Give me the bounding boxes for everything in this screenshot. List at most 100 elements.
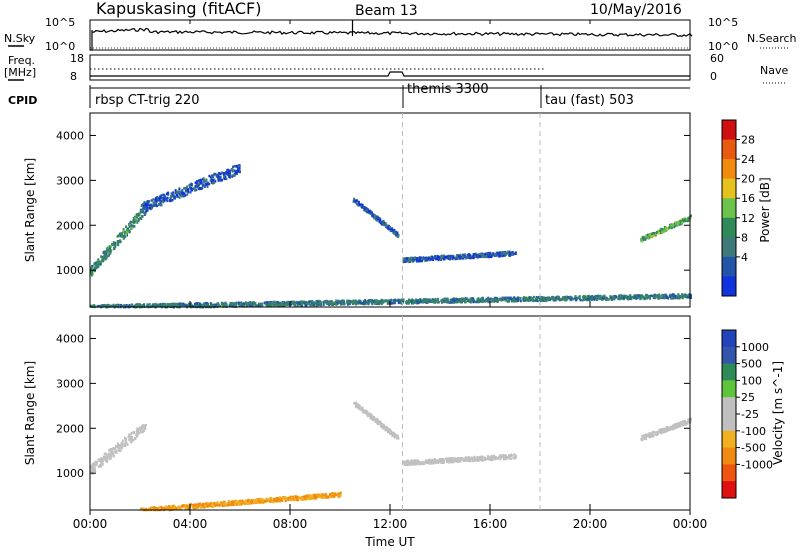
echo-cell — [238, 304, 241, 307]
echo-cell — [492, 455, 495, 458]
echo-cell — [209, 179, 212, 182]
echo-cell — [224, 304, 227, 307]
echo-cell — [225, 503, 227, 507]
echo-cell — [275, 303, 278, 307]
y-tick-label: 3000 — [56, 174, 84, 187]
echo-cell — [278, 303, 281, 306]
echo-cell — [332, 494, 335, 497]
power-panel: 1000 2000 3000 4000 Slant Range [km] 28 24 20… — [23, 112, 772, 309]
echo-cell — [157, 508, 160, 511]
echo-cell — [355, 404, 358, 407]
echo-cell — [240, 302, 243, 305]
echo-cell — [242, 302, 245, 305]
power-ylabel: Slant Range [km] — [23, 158, 37, 262]
echo-cell — [164, 196, 167, 199]
echo-cell — [144, 207, 147, 210]
x-tick-label: 00:00 — [673, 517, 708, 531]
echo-cell — [148, 507, 150, 511]
echo-cell — [650, 434, 653, 437]
noise-sky-trace — [90, 27, 693, 51]
echo-cell — [458, 297, 461, 301]
echo-cell — [534, 299, 537, 302]
echo-cell — [220, 501, 222, 504]
echo-cell — [631, 295, 634, 299]
echo-cell — [648, 234, 651, 237]
echo-cell — [443, 300, 446, 304]
echo-cell — [94, 460, 97, 463]
echo-cell — [436, 459, 439, 463]
echo-cell — [461, 457, 464, 461]
echo-cell — [425, 298, 428, 302]
echo-cell — [406, 459, 408, 463]
echo-cell — [114, 245, 117, 249]
echo-cell — [438, 458, 441, 461]
echo-cell — [503, 297, 506, 300]
echo-cell — [174, 189, 177, 192]
echo-cell — [229, 171, 231, 175]
echo-cell — [589, 297, 592, 301]
echo-cell — [388, 428, 391, 431]
echo-cell — [189, 191, 192, 194]
echo-cell — [339, 301, 342, 304]
echo-cell — [367, 208, 370, 211]
colorbar-tick-label: 4 — [741, 251, 748, 264]
echo-cell — [163, 199, 166, 203]
echo-cell — [436, 255, 439, 258]
echo-cell — [368, 413, 371, 416]
echo-cell — [627, 295, 629, 299]
echo-cell — [203, 178, 205, 182]
echo-cell — [207, 303, 210, 306]
echo-cell — [652, 234, 655, 238]
echo-cell — [657, 230, 660, 234]
echo-cell — [201, 183, 204, 186]
echo-cell — [420, 259, 423, 262]
echo-cell — [663, 293, 666, 297]
echo-cell — [238, 501, 241, 505]
echo-cell — [609, 296, 612, 300]
echo-cell — [199, 502, 201, 505]
echo-cell — [675, 222, 678, 225]
echo-cell — [682, 219, 685, 223]
echo-cell — [126, 233, 128, 237]
echo-cell — [488, 253, 491, 257]
echo-cell — [243, 304, 245, 307]
echo-cell — [366, 302, 369, 305]
echo-cell — [326, 302, 328, 305]
colorbar-tick-label: -25 — [741, 408, 759, 421]
echo-cell — [117, 243, 120, 247]
echo-cell — [177, 506, 180, 510]
echo-cell — [187, 190, 190, 194]
echo-cell — [661, 230, 664, 233]
echo-cell — [487, 457, 490, 460]
echo-cell — [401, 298, 404, 301]
echo-cell — [214, 501, 217, 505]
colorbar-swatch — [722, 256, 736, 277]
echo-cell — [100, 255, 103, 258]
echo-cell — [181, 505, 183, 508]
echo-cell — [176, 302, 178, 306]
echo-cell — [353, 401, 356, 405]
echo-cell — [244, 499, 247, 502]
y-tick-label: 2000 — [56, 422, 84, 435]
echo-cell — [284, 499, 287, 503]
echo-cell — [472, 297, 475, 300]
echo-cell — [425, 301, 428, 304]
echo-cell — [366, 414, 369, 418]
echo-cell — [601, 297, 604, 300]
echo-cell — [648, 236, 651, 239]
echo-cell — [453, 299, 456, 302]
echo-cell — [364, 302, 367, 306]
echo-cell — [605, 298, 608, 301]
echo-cell — [321, 493, 324, 496]
echo-cell — [121, 445, 124, 448]
echo-cell — [309, 300, 312, 303]
echo-cell — [190, 184, 193, 187]
echo-cell — [107, 455, 110, 458]
echo-cell — [641, 236, 644, 239]
echo-cell — [113, 247, 116, 250]
echo-cell — [386, 429, 389, 432]
echo-cell — [107, 304, 110, 307]
echo-cell — [162, 199, 164, 202]
echo-cell — [685, 423, 687, 426]
